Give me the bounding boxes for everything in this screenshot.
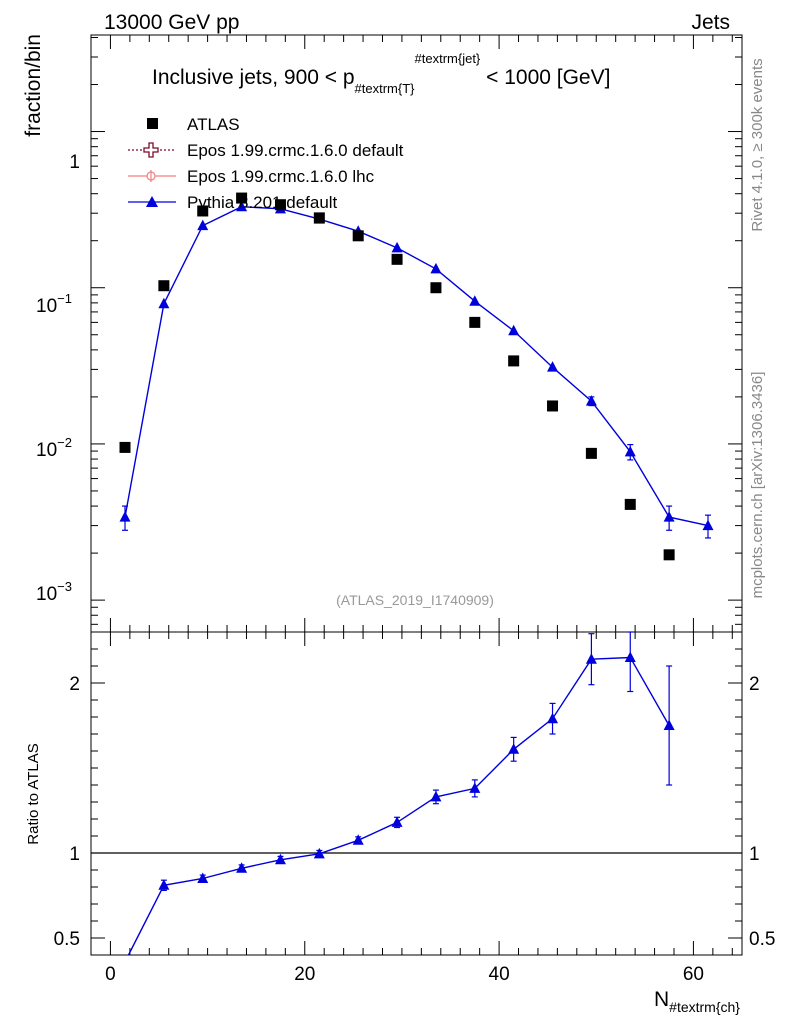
legend-atlas-marker	[147, 118, 158, 129]
ratio-pythia-line	[127, 656, 670, 956]
ratio-y-axis-label: Ratio to ATLAS	[25, 743, 42, 844]
pythia-point	[391, 241, 403, 253]
legend-epos-lhc-label: Epos 1.99.crmc.1.6.0 lhc	[187, 167, 375, 186]
ratio-pythia-point	[430, 790, 442, 802]
y-tick-label-1e-1: 10−1	[36, 291, 72, 317]
main-axis-ticks	[91, 35, 742, 632]
rivet-version-label: Rivet 4.1.0, ≥ 300k events	[749, 58, 766, 231]
x-tick-label-20: 20	[294, 964, 315, 985]
pythia-point	[663, 511, 675, 522]
mcplots-source-label: mcplots.cern.ch [arXiv:1306.3436]	[749, 372, 766, 599]
x-tick-label-0: 0	[105, 964, 116, 985]
pythia-point	[585, 395, 597, 406]
atlas-point	[197, 205, 209, 217]
plot-title: Inclusive jets, 900 < p#textrm{T} #textrm…	[152, 51, 610, 96]
legend-atlas-label: ATLAS	[187, 115, 240, 134]
ratio-pythia-series	[127, 631, 675, 956]
x-tick-label-40: 40	[489, 964, 510, 985]
ratio-plot-frame	[90, 631, 743, 956]
atlas-point	[274, 199, 286, 211]
atlas-point	[508, 355, 520, 367]
y-tick-label-1e-3-exp: −3	[57, 579, 72, 594]
atlas-point	[352, 230, 364, 242]
ratio-pythia-point	[158, 879, 170, 890]
pythia-point	[508, 324, 520, 336]
ratio-pythia-point	[547, 712, 559, 724]
ratio-pythia-point	[236, 862, 248, 873]
atlas-point	[430, 282, 442, 294]
y-tick-label-1e-3-base: 10	[36, 584, 57, 605]
ratio-pythia-point	[624, 651, 636, 662]
y-tick-label-1e-2-base: 10	[36, 440, 57, 461]
header-jets-label: Jets	[691, 11, 730, 34]
main-plot-panel: Inclusive jets, 900 < p#textrm{T} #textrm…	[22, 34, 743, 633]
ratio-pythia-point	[352, 834, 364, 845]
ratio-y-tick-label-2: 2	[69, 674, 80, 695]
ratio-pythia-point	[508, 743, 520, 754]
y-tick-label-1: 1	[69, 152, 80, 173]
ratio-y-tick-label-2-right: 2	[749, 674, 760, 695]
x-axis-label-main: N	[654, 988, 669, 1011]
atlas-series	[119, 192, 675, 561]
ratio-pythia-point	[469, 782, 481, 793]
y-tick-label-1e-1-base: 10	[36, 296, 57, 317]
pythia-point	[469, 295, 481, 306]
ratio-y-tick-label-1: 1	[69, 844, 80, 865]
plot-title-end: < 1000 [GeV]	[480, 66, 610, 89]
pythia-point	[547, 361, 559, 372]
pythia-point	[236, 200, 248, 212]
ratio-y-tick-label-0.5: 0.5	[54, 929, 80, 950]
atlas-point	[469, 316, 481, 328]
atlas-point	[585, 447, 597, 459]
main-y-axis-label: fraction/bin	[22, 34, 45, 137]
ratio-axis-ticks	[91, 632, 742, 955]
ratio-y-tick-label-0.5-right: 0.5	[749, 929, 775, 950]
atlas-point	[391, 253, 403, 265]
pythia-point	[197, 219, 209, 231]
atlas-point	[119, 441, 131, 453]
header-energy-label: 13000 GeV pp	[104, 11, 239, 34]
legend-pythia-marker	[146, 196, 158, 207]
ratio-pythia-point	[313, 847, 325, 859]
pythia-point	[624, 445, 636, 457]
y-tick-label-1e-2: 10−2	[36, 435, 72, 461]
x-tick-label-60: 60	[683, 964, 704, 985]
atlas-point	[158, 280, 170, 292]
pythia-point	[430, 262, 442, 274]
atlas-point	[236, 192, 248, 204]
x-axis-label: N#textrm{ch}	[654, 988, 740, 1015]
y-tick-label-1e-3: 10−3	[36, 579, 72, 605]
ratio-pythia-point	[274, 853, 286, 865]
ratio-pythia-point	[391, 816, 403, 827]
atlas-point	[624, 498, 636, 510]
plot-title-subscript: #textrm{T}	[355, 81, 416, 96]
plot-title-main: Inclusive jets, 900 < p	[152, 66, 355, 89]
pythia-point	[158, 297, 170, 309]
legend-epos-default-label: Epos 1.99.crmc.1.6.0 default	[187, 141, 404, 160]
plot-title-superscript: #textrm{jet}	[415, 51, 481, 66]
legend-pythia-label: Pythia 8.201 default	[187, 193, 338, 212]
pythia-line	[124, 205, 709, 527]
ratio-pythia-point	[663, 719, 675, 730]
pythia-point	[702, 519, 714, 531]
ratio-y-tick-label-1-right: 1	[749, 844, 760, 865]
legend-epos-default-marker	[143, 142, 159, 158]
ratio-pythia-point	[585, 653, 597, 664]
ratio-plot-panel: 0.5 1 2 0.5 1 2 Ratio to ATLAS 0 20 40 6…	[25, 631, 775, 1015]
pythia-point	[119, 511, 131, 522]
ratio-pythia-point	[197, 872, 209, 883]
pythia-series	[119, 200, 714, 539]
atlas-point	[663, 549, 675, 561]
atlas-point	[547, 400, 559, 412]
legend: ATLAS Epos 1.99.crmc.1.6.0 default Epos …	[128, 115, 404, 212]
analysis-id-label: (ATLAS_2019_I1740909)	[336, 592, 494, 608]
y-tick-label-1e-1-exp: −1	[57, 291, 72, 306]
atlas-point	[313, 212, 325, 224]
x-axis-label-subscript: #textrm{ch}	[669, 999, 740, 1015]
y-tick-label-1e-2-exp: −2	[57, 435, 72, 450]
